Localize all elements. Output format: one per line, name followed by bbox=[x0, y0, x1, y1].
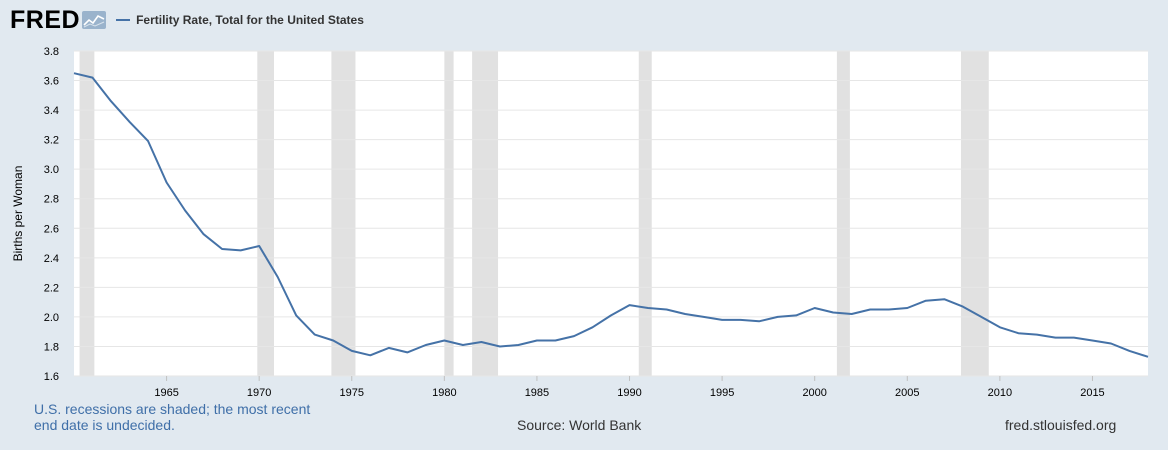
recession-band bbox=[960, 51, 989, 376]
recession-note: U.S. recessions are shaded; the most rec… bbox=[34, 401, 311, 433]
y-tick-label: 2.2 bbox=[44, 282, 59, 294]
recession-band bbox=[836, 51, 850, 376]
fred-logo[interactable]: FRED bbox=[10, 5, 81, 34]
recession-shading bbox=[79, 51, 989, 376]
chart-header: FRED Fertility Rate, Total for the Unite… bbox=[10, 6, 364, 34]
gridlines bbox=[74, 50, 1148, 377]
recession-band bbox=[444, 51, 454, 376]
series-group bbox=[73, 72, 1149, 358]
y-tick-label: 3.6 bbox=[44, 76, 59, 88]
y-tick-label: 1.6 bbox=[44, 371, 59, 383]
x-tick-label: 1975 bbox=[340, 387, 364, 399]
x-tick-label: 1980 bbox=[432, 387, 456, 399]
x-tick-label: 2005 bbox=[895, 387, 919, 399]
recession-band bbox=[638, 51, 652, 376]
x-tick-label: 2015 bbox=[1080, 387, 1104, 399]
y-tick-label: 2.0 bbox=[44, 312, 59, 324]
x-tick-label: 2010 bbox=[988, 387, 1012, 399]
site-link[interactable]: fred.stlouisfed.org bbox=[1005, 417, 1117, 433]
x-tick-label: 1990 bbox=[617, 387, 641, 399]
x-axis-ticks: 1965 1970 1975 1980 1985 1990 1995 2000 2005 2010… bbox=[154, 376, 1105, 399]
recession-band bbox=[79, 51, 95, 376]
legend-series-title[interactable]: Fertility Rate, Total for the United Sta… bbox=[136, 13, 364, 27]
x-tick-label: 1965 bbox=[154, 387, 178, 399]
recession-band bbox=[257, 51, 274, 376]
x-tick-label: 2000 bbox=[802, 387, 826, 399]
recession-band bbox=[331, 51, 356, 376]
y-tick-label: 3.2 bbox=[44, 135, 59, 147]
source-text: Source: World Bank bbox=[517, 417, 642, 433]
y-tick-label: 1.8 bbox=[44, 341, 59, 353]
x-tick-label: 1970 bbox=[247, 387, 271, 399]
recession-band bbox=[472, 51, 499, 376]
legend-line-icon bbox=[116, 19, 131, 21]
y-tick-label: 3.0 bbox=[44, 164, 59, 176]
chart-logo-icon bbox=[82, 11, 107, 29]
series-line[interactable] bbox=[73, 72, 1149, 358]
y-tick-label: 3.4 bbox=[44, 105, 59, 117]
y-tick-label: 2.6 bbox=[44, 223, 59, 235]
y-axis-label: Births per Woman bbox=[11, 166, 25, 262]
x-tick-label: 1985 bbox=[525, 387, 549, 399]
y-tick-label: 2.4 bbox=[44, 253, 59, 265]
x-tick-label: 1995 bbox=[710, 387, 734, 399]
y-tick-label: 2.8 bbox=[44, 194, 59, 206]
y-tick-label: 3.8 bbox=[44, 46, 59, 58]
y-axis-ticks: 1.6 1.8 2.0 2.2 2.4 2.6 2.8 3.0 3.2 3.4 3.6 3.8 bbox=[44, 46, 59, 383]
